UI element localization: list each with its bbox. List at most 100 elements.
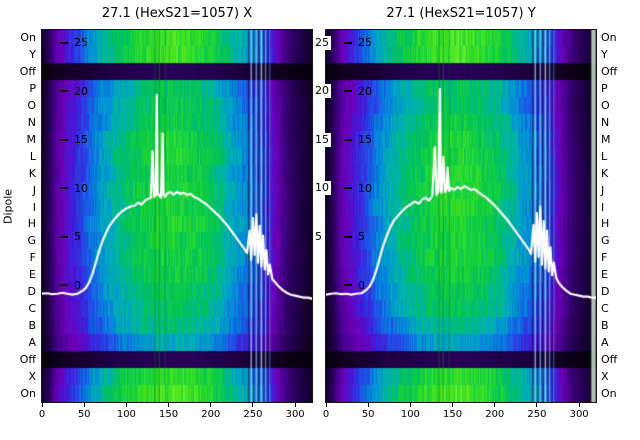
x-tick-mark	[494, 403, 496, 407]
x-tick-label: 0	[38, 409, 46, 420]
tick-value: 10	[358, 181, 372, 195]
dipole-row-label-right: Off	[601, 352, 618, 366]
dipole-row-label-right: On	[601, 386, 617, 400]
x-tick-label: 250	[527, 409, 547, 420]
x-tick-mark	[536, 403, 538, 407]
x-tick-label: 150	[443, 409, 463, 420]
dipole-row-label-left: C	[28, 302, 36, 315]
x-tick-mark	[252, 403, 254, 407]
dipole-row-label-left: F	[29, 251, 36, 265]
dipole-row-label-left: On	[20, 386, 36, 400]
tick-value: 5	[74, 230, 81, 243]
dipole-row-label-left: J	[32, 183, 36, 197]
dipole-row-label-right: O	[601, 99, 610, 113]
dipole-row-label-left: B	[28, 318, 36, 332]
dipole-row-label-left: A	[28, 335, 36, 349]
tick-mark	[344, 187, 352, 189]
tick-value: 10	[74, 181, 88, 195]
dipole-row-label-left: I	[32, 200, 36, 214]
dipole-row-label-left: E	[29, 268, 36, 282]
x-tick-label: 100	[116, 409, 136, 420]
value-tick-left: 0	[60, 277, 81, 293]
dipole-row-label-left: D	[27, 285, 36, 299]
dipole-row-label-right: M	[601, 132, 611, 146]
x-tick-mark	[168, 403, 170, 407]
value-tick-left: 15	[344, 132, 372, 148]
value-tick-right: 5	[313, 229, 324, 244]
tick-mark	[60, 41, 68, 44]
dipole-row-label-right: B	[601, 318, 609, 332]
dipole-row-label-right: N	[601, 116, 610, 129]
tick-mark	[60, 90, 68, 92]
tick-mark	[344, 284, 352, 286]
x-tick-label: 50	[77, 409, 91, 420]
tick-value: 25	[74, 36, 88, 49]
dipole-row-label-right: J	[601, 183, 605, 197]
heatmap-plot-y	[325, 29, 597, 403]
value-tick-left: 25	[344, 35, 372, 51]
tick-value: 15	[358, 133, 372, 146]
dipole-row-label-left: Off	[19, 65, 36, 79]
x-tick-mark	[325, 403, 327, 407]
x-tick-mark	[578, 403, 580, 407]
value-tick-left: 20	[60, 83, 88, 99]
value-tick-left: 5	[344, 229, 365, 245]
dipole-row-label-left: On	[20, 31, 36, 45]
dipole-row-label-right: Y	[601, 48, 608, 62]
dipole-row-label-left: Off	[19, 352, 36, 366]
x-tick-label: 200	[201, 409, 221, 420]
heatmap-plot-x	[41, 29, 313, 403]
tick-mark	[60, 235, 68, 238]
value-tick-left: 5	[60, 229, 81, 245]
tick-value: 25	[358, 36, 372, 49]
tick-mark	[344, 41, 352, 44]
dipole-row-label-left: K	[28, 166, 36, 180]
tick-value: 5	[358, 230, 365, 243]
dipole-row-label-right: Off	[601, 65, 618, 79]
dipole-row-label-right: X	[601, 369, 609, 383]
x-tick-mark	[367, 403, 369, 407]
value-tick-right: 20	[313, 84, 331, 98]
x-tick-label: 150	[159, 409, 179, 420]
tick-mark	[60, 138, 68, 141]
dipole-row-label-left: P	[29, 82, 36, 96]
tick-mark	[344, 235, 352, 238]
tick-mark	[60, 284, 68, 286]
x-tick-label: 200	[485, 409, 505, 420]
x-tick-mark	[83, 403, 85, 407]
dipole-row-label-right: On	[601, 31, 617, 45]
x-tick-mark	[409, 403, 411, 407]
value-tick-right: 25	[313, 35, 331, 50]
x-tick-label: 250	[243, 409, 263, 420]
plot-title-x: 27.1 (HexS21=1057) X	[101, 6, 253, 21]
x-tick-mark	[41, 403, 43, 407]
x-tick-label: 0	[322, 409, 330, 420]
value-tick-left: 10	[60, 180, 88, 196]
plot-title-y: 27.1 (HexS21=1057) Y	[386, 6, 536, 21]
x-tick-label: 100	[400, 409, 420, 420]
tick-value: 15	[74, 133, 88, 146]
dipole-row-label-right: A	[601, 335, 609, 349]
dipole-row-label-right: F	[601, 251, 608, 265]
dipole-row-label-left: G	[27, 234, 36, 248]
x-tick-mark	[210, 403, 212, 407]
dipole-row-label-right: P	[601, 82, 608, 96]
dipole-row-label-left: N	[27, 116, 36, 129]
tick-mark	[344, 90, 352, 92]
tick-mark	[60, 187, 68, 189]
dipole-row-label-right: E	[601, 268, 608, 282]
x-tick-mark	[125, 403, 127, 407]
dipole-row-label-left: X	[28, 369, 36, 383]
tick-value: 0	[358, 278, 365, 292]
dipole-row-label-right: G	[601, 234, 610, 248]
dipole-row-label-right: D	[601, 285, 610, 299]
dipole-row-label-left: O	[27, 99, 36, 113]
dipole-row-label-right: C	[601, 302, 609, 315]
value-tick-right: 10	[313, 181, 331, 195]
x-tick-label: 300	[569, 409, 589, 420]
value-tick-left: 0	[344, 277, 365, 293]
dipole-row-label-left: Y	[29, 48, 36, 62]
value-tick-left: 10	[344, 180, 372, 196]
value-tick-right: 15	[313, 132, 331, 147]
